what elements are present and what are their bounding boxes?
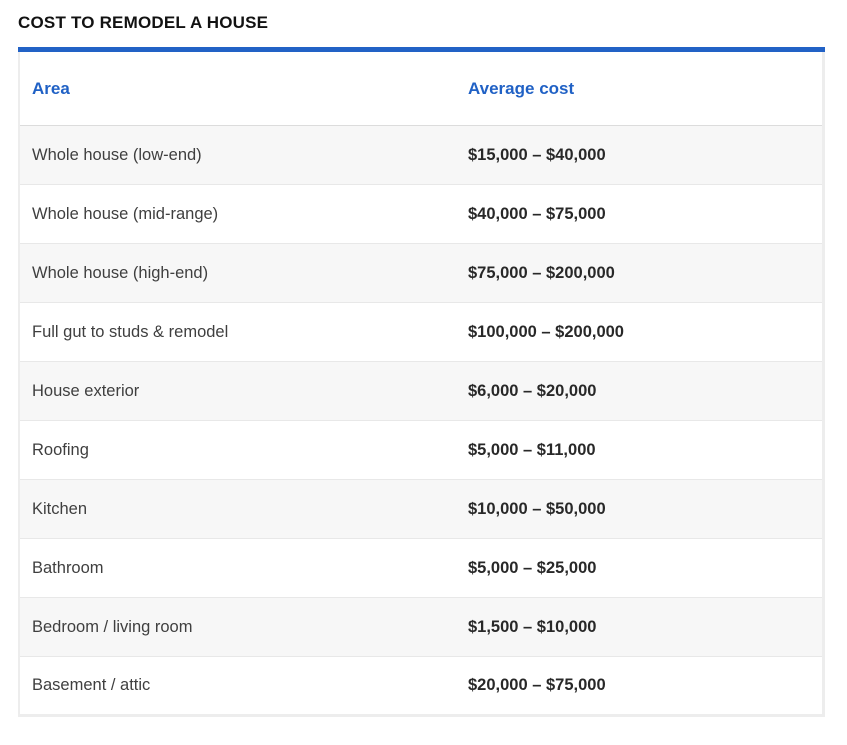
table-row: Kitchen $10,000 – $50,000 — [19, 479, 823, 539]
area-cell: Basement / attic — [19, 656, 456, 716]
table-row: Whole house (low-end) $15,000 – $40,000 — [19, 125, 823, 185]
column-header-average-cost: Average cost — [456, 49, 823, 126]
table-row: Basement / attic $20,000 – $75,000 — [19, 656, 823, 716]
table-row: Whole house (high-end) $75,000 – $200,00… — [19, 243, 823, 303]
cost-cell: $10,000 – $50,000 — [456, 479, 823, 539]
page-container: COST TO REMODEL A HOUSE Area Average cos… — [18, 13, 825, 717]
table-row: House exterior $6,000 – $20,000 — [19, 361, 823, 421]
area-cell: Roofing — [19, 420, 456, 480]
cost-cell: $15,000 – $40,000 — [468, 145, 606, 164]
area-cell: Bedroom / living room — [19, 597, 456, 657]
area-cell: Whole house (high-end) — [19, 243, 456, 303]
cost-cell: $100,000 – $200,000 — [456, 302, 823, 362]
page-title: COST TO REMODEL A HOUSE — [18, 13, 269, 32]
cost-cell: $1,500 – $10,000 — [456, 597, 823, 657]
cost-cell: $6,000 – $20,000 — [456, 361, 823, 421]
area-cell: Bathroom — [19, 538, 456, 598]
table-row: Bathroom $5,000 – $25,000 — [19, 538, 823, 598]
cost-cell: $5,000 – $11,000 — [456, 420, 823, 480]
cost-cell: $20,000 – $75,000 — [456, 656, 823, 716]
cost-cell: $5,000 – $25,000 — [456, 538, 823, 598]
cost-cell: $75,000 – $200,000 — [456, 243, 823, 303]
table-row: Whole house (mid-range) $40,000 – $75,00… — [19, 184, 823, 244]
column-header-area: Area — [19, 49, 456, 126]
area-cell: Kitchen — [19, 479, 456, 539]
table-header: Area Average cost — [19, 49, 823, 126]
area-cell: Full gut to studs & remodel — [19, 302, 456, 362]
table-body: Whole house (low-end) $15,000 – $40,000 … — [19, 125, 823, 716]
table-row: Bedroom / living room $1,500 – $10,000 — [19, 597, 823, 657]
area-cell: House exterior — [19, 361, 456, 421]
area-cell: Whole house (mid-range) — [19, 184, 456, 244]
cost-table: Area Average cost Whole house (low-end) … — [18, 47, 825, 717]
table-row: Full gut to studs & remodel $100,000 – $… — [19, 302, 823, 362]
cost-cell: $40,000 – $75,000 — [456, 184, 823, 244]
area-cell: Whole house (low-end) — [32, 145, 202, 164]
table-row: Roofing $5,000 – $11,000 — [19, 420, 823, 480]
header-row: Area Average cost — [19, 49, 823, 126]
